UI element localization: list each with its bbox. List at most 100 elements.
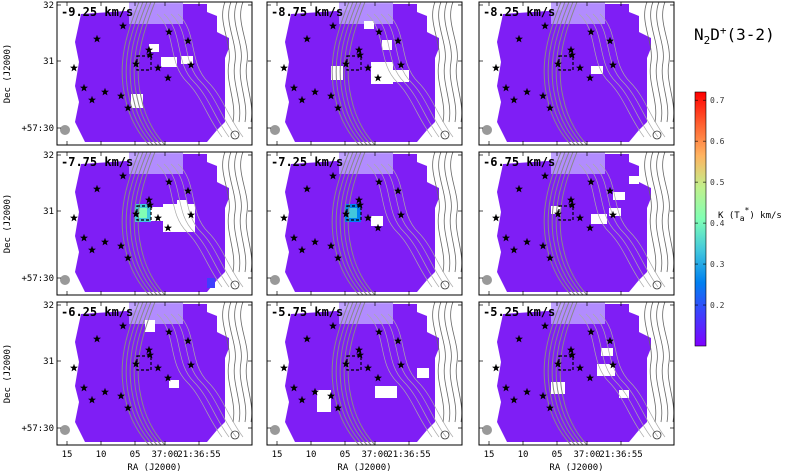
label-background bbox=[551, 2, 605, 24]
channel-panel: -8.75 km/s bbox=[266, 1, 463, 146]
velocity-label: -6.75 km/s bbox=[483, 155, 555, 169]
x-tick-label: 37:00 bbox=[151, 450, 178, 460]
x-tick-label: 21:36:55 bbox=[177, 450, 220, 460]
contour-line bbox=[380, 13, 447, 138]
outer-contour bbox=[228, 2, 241, 123]
y-tick-label: +57:30 bbox=[21, 274, 54, 284]
source-marker bbox=[93, 334, 101, 343]
contour-line bbox=[125, 152, 154, 295]
source-marker bbox=[397, 360, 405, 369]
source-marker bbox=[124, 403, 132, 412]
y-axis-label: Dec (J2000) bbox=[3, 194, 13, 254]
source-marker bbox=[164, 73, 172, 82]
source-marker-outline bbox=[440, 430, 450, 440]
blank-region bbox=[382, 40, 392, 50]
blank-region bbox=[417, 368, 429, 378]
velocity-label: -5.25 km/s bbox=[483, 305, 555, 319]
channel-panel: -8.25 km/s bbox=[478, 1, 675, 146]
velocity-label: -7.25 km/s bbox=[271, 155, 343, 169]
source-marker bbox=[184, 186, 192, 195]
colorbar-tick-label: 0.3 bbox=[710, 260, 725, 269]
contour-line bbox=[599, 313, 666, 438]
blank-region bbox=[364, 21, 374, 29]
source-marker bbox=[568, 200, 576, 209]
blank-region bbox=[375, 386, 397, 398]
source-marker bbox=[80, 83, 88, 92]
y-tick-label: 32 bbox=[43, 1, 54, 11]
source-marker bbox=[280, 213, 288, 222]
contour-line bbox=[559, 152, 588, 295]
contour-line bbox=[543, 152, 572, 295]
source-marker bbox=[397, 210, 405, 219]
x-axis-label: RA (J2000) bbox=[337, 463, 391, 473]
source-marker bbox=[290, 83, 298, 92]
peak-core bbox=[139, 208, 147, 218]
blank-region bbox=[177, 200, 187, 208]
source-marker bbox=[554, 59, 562, 68]
source-marker bbox=[164, 223, 172, 232]
source-marker bbox=[502, 83, 510, 92]
colorbar: 0.2 0.3 0.4 0.5 0.6 0.7 K (Ta*) km/s bbox=[694, 91, 782, 347]
source-marker bbox=[70, 213, 78, 222]
source-marker bbox=[586, 223, 594, 232]
beam-size bbox=[482, 125, 492, 135]
source-marker bbox=[586, 373, 594, 382]
emission-map bbox=[75, 304, 229, 442]
outer-contour bbox=[240, 152, 252, 273]
contour-line bbox=[331, 302, 360, 445]
panel-frame bbox=[56, 1, 253, 146]
label-background bbox=[339, 302, 393, 324]
source-marker-outline bbox=[440, 280, 450, 290]
blank-region bbox=[591, 214, 607, 224]
outer-contour bbox=[234, 152, 247, 273]
source-marker bbox=[146, 350, 154, 359]
x-tick-label: 05 bbox=[340, 450, 351, 460]
beam-size bbox=[270, 425, 280, 435]
source-marker bbox=[510, 245, 518, 254]
y-tick-label: 31 bbox=[43, 207, 54, 217]
source-marker bbox=[303, 334, 311, 343]
outer-contour bbox=[450, 2, 462, 123]
source-marker bbox=[187, 60, 195, 69]
outer-contour bbox=[450, 302, 462, 423]
outer-contour bbox=[240, 2, 252, 123]
contour-line bbox=[121, 2, 150, 145]
contour-line bbox=[335, 302, 364, 445]
contour-line bbox=[585, 313, 652, 438]
velocity-label: -5.75 km/s bbox=[271, 305, 343, 319]
source-marker-outline bbox=[652, 130, 662, 140]
source-marker bbox=[541, 171, 549, 180]
source-marker-outline bbox=[230, 430, 240, 440]
source-marker bbox=[124, 253, 132, 262]
velocity-label: -7.75 km/s bbox=[61, 155, 133, 169]
source-marker bbox=[145, 45, 153, 54]
outer-contour bbox=[444, 2, 457, 123]
contour-line bbox=[551, 302, 580, 445]
channel-panel: -7.25 km/s bbox=[266, 151, 463, 296]
y-tick-label: 31 bbox=[43, 357, 54, 367]
y-tick-label: 32 bbox=[43, 301, 54, 311]
source-marker bbox=[327, 241, 335, 250]
source-marker bbox=[184, 36, 192, 45]
blank-region bbox=[149, 207, 165, 221]
source-marker bbox=[355, 45, 363, 54]
source-marker bbox=[492, 363, 500, 372]
source-marker bbox=[101, 387, 109, 396]
source-marker bbox=[609, 210, 617, 219]
blank-region bbox=[145, 320, 155, 332]
contour-line bbox=[125, 302, 154, 445]
region-box bbox=[346, 355, 362, 371]
source-marker bbox=[298, 95, 306, 104]
label-background bbox=[551, 302, 605, 324]
y-tick-label: +57:30 bbox=[21, 424, 54, 434]
blank-region bbox=[371, 216, 383, 226]
source-marker bbox=[394, 186, 402, 195]
channel-panel: -5.75 km/s bbox=[266, 301, 463, 446]
contour-line bbox=[133, 2, 162, 145]
contour-line bbox=[559, 2, 588, 145]
contour-line bbox=[380, 313, 447, 438]
source-marker bbox=[606, 36, 614, 45]
contour-line bbox=[163, 13, 230, 138]
contour-line bbox=[335, 2, 364, 145]
outer-contour bbox=[432, 2, 445, 123]
